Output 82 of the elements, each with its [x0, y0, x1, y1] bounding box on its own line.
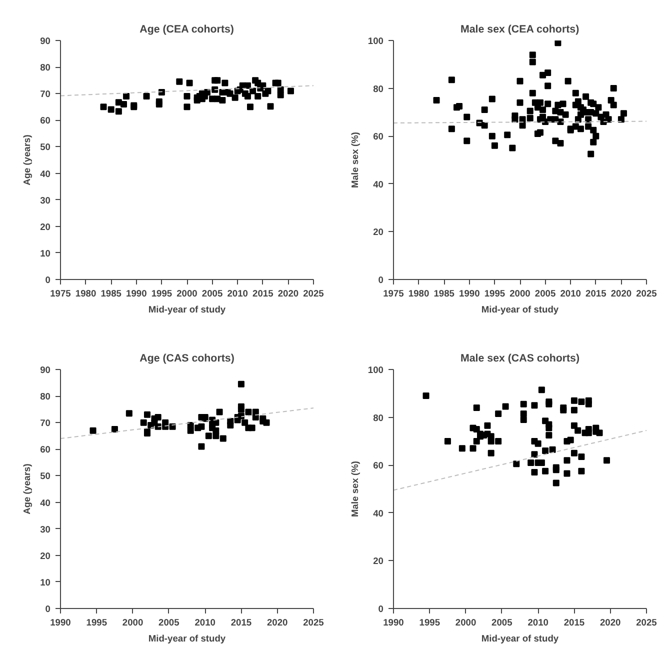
x-tick-label: 2005 [158, 618, 180, 628]
y-tick-label: 10 [40, 248, 51, 258]
y-axis-title: Age (years) [22, 134, 32, 186]
y-tick-label: 50 [40, 471, 51, 482]
y-tick-label: 60 [373, 460, 384, 471]
x-tick-label: 2010 [560, 288, 581, 298]
chart-title: Age (CEA cohorts) [140, 24, 234, 36]
x-tick-label: 2025 [636, 618, 657, 628]
x-tick-label: 1980 [75, 288, 96, 298]
x-tick-label: 1990 [383, 618, 404, 628]
x-tick-label: 1995 [151, 288, 172, 298]
x-tick-label: 2025 [303, 288, 324, 298]
x-tick-label: 2000 [455, 618, 476, 628]
y-tick-label: 20 [373, 556, 384, 566]
y-tick-label: 60 [40, 116, 51, 126]
y-tick-label: 0 [378, 604, 384, 614]
x-tick-label: 2000 [510, 288, 530, 298]
x-tick-label: 2000 [176, 288, 198, 298]
x-tick-label: 1990 [126, 288, 147, 298]
y-axis-title: Age (years) [22, 464, 32, 514]
x-tick-label: 2015 [252, 288, 274, 298]
y-tick-label: 70 [40, 418, 51, 428]
x-tick-label: 2010 [194, 618, 216, 628]
x-tick-label: 1985 [100, 288, 122, 298]
y-tick-label: 20 [373, 227, 384, 238]
x-axis-title: Mid-year of study [481, 634, 560, 644]
y-tick-label: 40 [373, 508, 384, 518]
y-axis-title: Male sex (%) [350, 460, 360, 517]
y-tick-label: 60 [40, 444, 51, 455]
x-tick-label: 2005 [534, 288, 556, 298]
y-tick-label: 70 [40, 89, 51, 100]
y-tick-label: 0 [45, 604, 51, 614]
x-tick-label: 1985 [434, 288, 454, 298]
x-tick-label: 2000 [122, 618, 144, 628]
x-tick-label: 2020 [278, 288, 299, 298]
y-axis-title: Male sex (%) [350, 132, 360, 188]
x-tick-label: 1995 [419, 618, 440, 628]
y-tick-label: 30 [40, 195, 51, 206]
x-tick-label: 2020 [610, 288, 632, 298]
y-tick-label: 30 [40, 524, 51, 534]
y-tick-label: 20 [40, 222, 51, 232]
y-tick-label: 40 [40, 168, 51, 179]
y-tick-label: 20 [40, 550, 51, 561]
x-tick-label: 2015 [564, 618, 585, 628]
x-tick-label: 2005 [492, 618, 512, 628]
y-tick-label: 0 [45, 275, 51, 285]
y-tick-label: 50 [40, 142, 51, 152]
chart-title: Male sex (CEA cohorts) [460, 24, 580, 36]
x-tick-label: 2015 [586, 288, 606, 298]
x-tick-label: 1975 [50, 288, 71, 298]
x-axis-title: Mid-year of study [148, 634, 226, 644]
x-tick-label: 2010 [528, 618, 548, 628]
y-tick-label: 80 [40, 392, 51, 402]
y-tick-label: 40 [373, 179, 384, 190]
x-tick-label: 2005 [202, 288, 223, 298]
y-tick-label: 80 [373, 412, 384, 423]
y-tick-label: 80 [373, 84, 384, 94]
x-tick-label: 2025 [636, 288, 657, 298]
chart-title: Male sex (CAS cohorts) [460, 352, 580, 364]
chart-title: Age (CAS cohorts) [140, 352, 235, 364]
x-tick-label: 1990 [50, 618, 71, 628]
x-tick-label: 1990 [459, 288, 480, 298]
x-axis-title: Mid-year of study [481, 304, 560, 314]
x-tick-label: 2010 [227, 288, 248, 298]
x-axis-title: Mid-year of study [148, 304, 226, 314]
x-tick-label: 2025 [303, 618, 324, 628]
y-tick-label: 0 [378, 275, 384, 285]
y-tick-label: 60 [373, 132, 384, 142]
x-tick-label: 2020 [266, 618, 288, 628]
y-tick-label: 90 [40, 365, 51, 375]
y-tick-label: 90 [40, 36, 51, 46]
y-tick-label: 40 [40, 498, 51, 508]
x-tick-label: 1995 [86, 618, 108, 628]
y-tick-label: 100 [368, 36, 384, 46]
x-tick-label: 1975 [383, 288, 404, 298]
x-tick-label: 1995 [484, 288, 506, 298]
y-tick-label: 100 [368, 365, 384, 375]
x-tick-label: 2015 [230, 618, 252, 628]
y-tick-label: 10 [40, 577, 51, 588]
x-tick-label: 1980 [408, 288, 430, 298]
x-tick-label: 2020 [600, 618, 621, 628]
y-tick-label: 80 [40, 62, 51, 73]
